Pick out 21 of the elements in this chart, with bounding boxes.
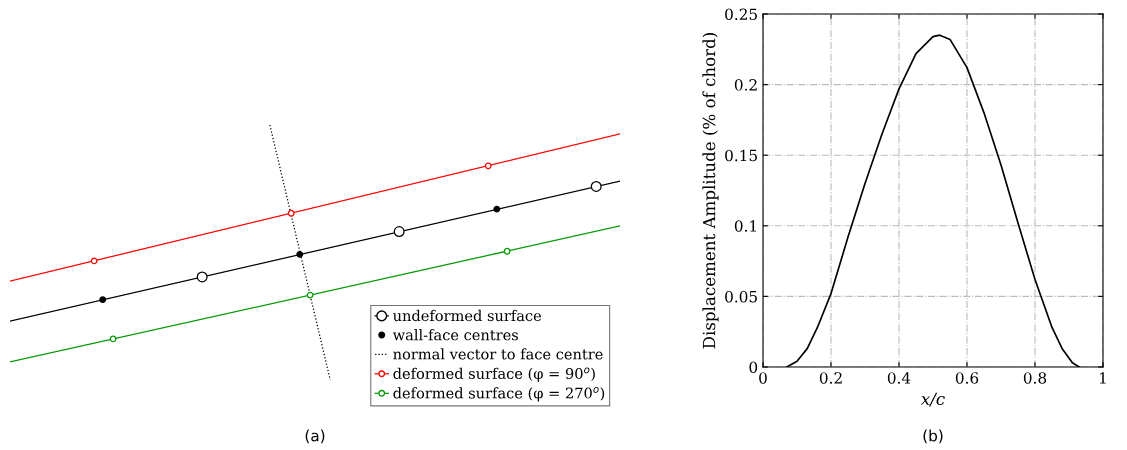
x-tick-label: 0 <box>759 372 767 384</box>
y-axis-title: Displacement Amplitude (% of chord) <box>702 33 719 349</box>
x-tick-label: 1 <box>1100 372 1106 384</box>
x-axis-title: x/c <box>920 392 945 407</box>
legend-label: undeformed surface <box>393 309 541 322</box>
legend-label: deformed surface (φ = 90$^{o}$) <box>393 367 595 382</box>
text: (b) <box>923 429 943 444</box>
text: (a) <box>305 429 325 444</box>
y-tick-label: 0.15 <box>725 149 757 162</box>
y-tick-label: 0.1 <box>734 220 756 232</box>
x-tick-label: 0.2 <box>819 372 842 384</box>
y-tick-label: 0.25 <box>725 8 757 21</box>
x-tick-label: 0.4 <box>887 372 911 384</box>
y-tick-label: 0.2 <box>734 79 757 91</box>
legend-label: normal vector to face centre <box>393 348 603 360</box>
y-tick-label: 0.05 <box>725 290 757 303</box>
legend-label: wall-face centres <box>392 329 518 341</box>
x-tick-label: 0.6 <box>955 372 979 384</box>
y-tick-label: 0 <box>749 361 758 374</box>
x-tick-label: 0.8 <box>1023 372 1047 384</box>
legend-label: deformed surface (φ = 270$^{o}$) <box>393 387 605 402</box>
